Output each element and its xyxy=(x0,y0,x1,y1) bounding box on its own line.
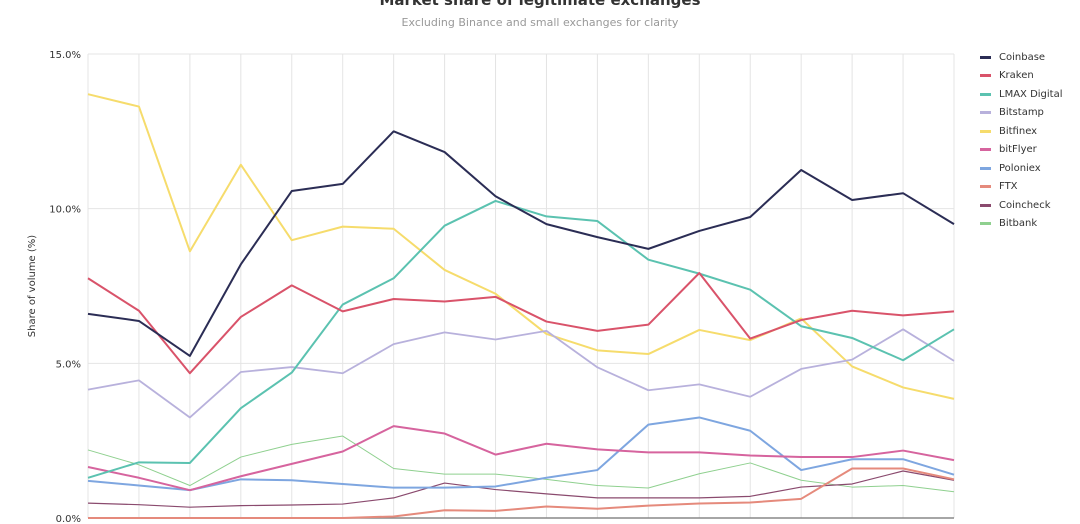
series-line-bitfinex xyxy=(87,93,955,400)
series-line-lmax-digital xyxy=(87,199,955,479)
y-tick-label: 10.0% xyxy=(49,205,81,216)
legend-label: Coinbase xyxy=(999,51,1046,63)
legend-label: Bitbank xyxy=(999,218,1038,230)
series-line-bitstamp xyxy=(87,328,955,419)
legend-label: Kraken xyxy=(999,70,1034,82)
series-line-bitflyer xyxy=(87,425,955,492)
legend: Coinbase Kraken LMAX Digital Bitstamp Bitfin… xyxy=(980,48,1063,233)
legend-label: Bitfinex xyxy=(999,125,1038,137)
legend-item[interactable]: Coincheck xyxy=(980,196,1063,215)
y-tick-label: 0.0% xyxy=(56,514,81,524)
legend-swatch xyxy=(980,74,991,78)
series-line-bitbank xyxy=(87,435,955,493)
chart-title: Market share of legitimate exchanges xyxy=(379,0,701,9)
legend-swatch xyxy=(980,203,991,207)
legend-item[interactable]: Bitstamp xyxy=(980,104,1063,123)
legend-item[interactable]: Bitbank xyxy=(980,215,1063,234)
legend-label: bitFlyer xyxy=(999,144,1037,156)
legend-item[interactable]: Coinbase xyxy=(980,48,1063,67)
legend-swatch xyxy=(980,129,991,133)
legend-swatch xyxy=(980,148,991,152)
legend-swatch xyxy=(980,185,991,189)
legend-item[interactable]: Poloniex xyxy=(980,159,1063,178)
legend-label: Poloniex xyxy=(999,162,1041,174)
legend-item[interactable]: bitFlyer xyxy=(980,141,1063,160)
legend-label: LMAX Digital xyxy=(999,88,1063,100)
series-line-coinbase xyxy=(87,130,955,357)
legend-swatch xyxy=(980,166,991,170)
legend-swatch xyxy=(980,92,991,96)
legend-swatch xyxy=(980,222,991,226)
legend-label: Coincheck xyxy=(999,199,1051,211)
legend-item[interactable]: LMAX Digital xyxy=(980,85,1063,104)
series-line-kraken xyxy=(87,272,955,375)
legend-swatch xyxy=(980,111,991,115)
series-line-coincheck xyxy=(87,470,955,508)
legend-label: Bitstamp xyxy=(999,107,1044,119)
series-line-poloniex xyxy=(87,416,955,492)
y-tick-label: 15.0% xyxy=(49,50,81,61)
legend-item[interactable]: FTX xyxy=(980,178,1063,197)
series-line-ftx xyxy=(88,467,955,519)
legend-swatch xyxy=(980,55,991,59)
legend-item[interactable]: Bitfinex xyxy=(980,122,1063,141)
y-tick-label: 5.0% xyxy=(56,359,81,370)
chart-subtitle: Excluding Binance and small exchanges fo… xyxy=(401,16,679,29)
y-axis-label: Share of volume (%) xyxy=(27,235,38,337)
legend-label: FTX xyxy=(999,181,1018,193)
legend-item[interactable]: Kraken xyxy=(980,67,1063,86)
